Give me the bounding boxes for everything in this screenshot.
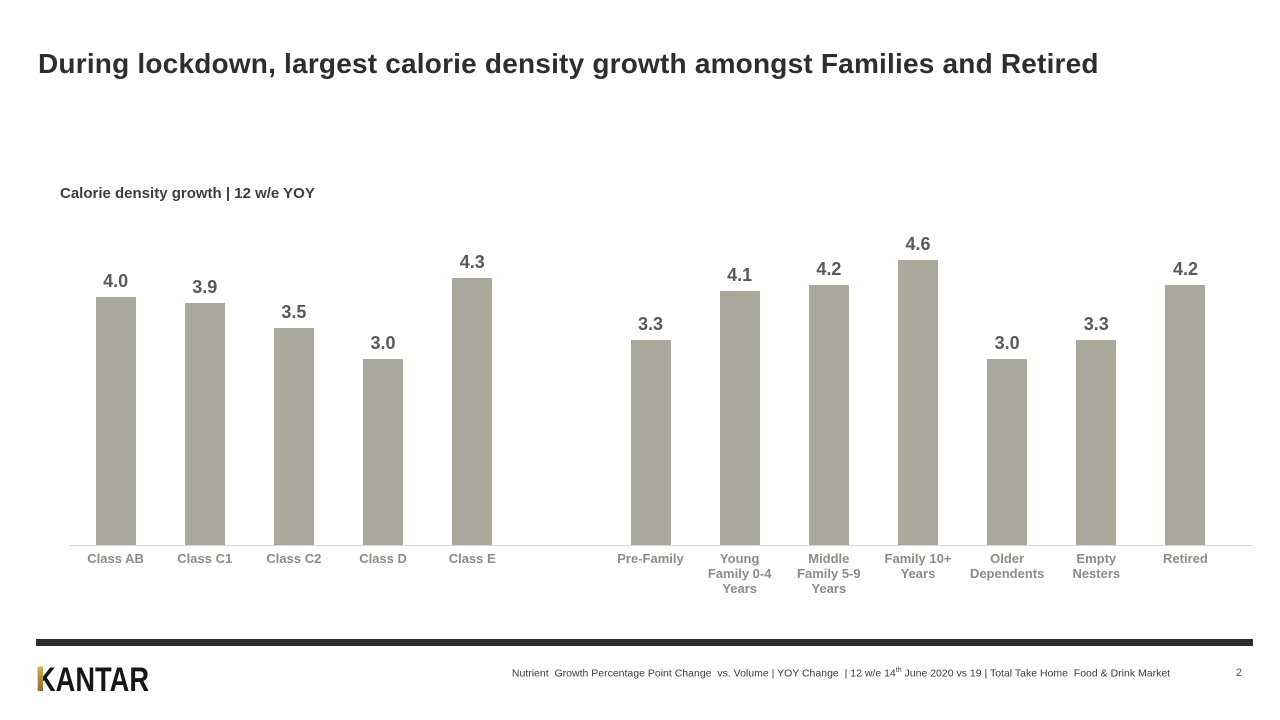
category-label: Middle Family 5-9 Years: [797, 551, 861, 596]
bar: [987, 359, 1028, 545]
kantar-logo-text: KANTAR: [36, 664, 149, 694]
bar: [808, 285, 849, 545]
chart-slot: 4.0: [71, 230, 160, 545]
chart-slot: 4.1: [695, 230, 784, 545]
kantar-logo-icon: KANTAR: [36, 661, 149, 699]
category-label: Class C1: [177, 551, 233, 566]
bar-value-label: 3.0: [370, 333, 396, 353]
category-label: Class AB: [87, 551, 144, 566]
footer-rule: [36, 639, 1253, 646]
category-label: Class E: [448, 551, 496, 566]
bar-value-label: 3.5: [281, 302, 307, 322]
bar-value-label: 4.2: [816, 259, 842, 279]
bar-value-label: 4.1: [727, 265, 753, 285]
category-label: Older Dependents: [969, 551, 1045, 581]
chart-slot: 4.3: [428, 230, 517, 545]
bar: [95, 297, 136, 545]
bar: [452, 278, 493, 545]
chart-group-spacer: [517, 230, 606, 545]
kantar-logo: KANTAR: [36, 661, 158, 699]
bar-value-label: 3.3: [638, 314, 664, 334]
category-axis: Class AB Class C1 Class C2 Class D Class E Pr…: [71, 551, 1230, 596]
bar-value-label: 3.9: [192, 277, 218, 297]
bar-value-label: 4.0: [103, 271, 129, 291]
chart-slot: 4.2: [784, 230, 873, 545]
bar-chart: 4.0 3.9 3.5 3.0 4.3 3.3 4.1 4.2 4.6 3.0 3.3 4.2: [71, 230, 1230, 545]
chart-slot: 4.2: [1141, 230, 1230, 545]
footnote-text-1: Nutrient Growth Percentage Point Change …: [511, 667, 896, 680]
chart-slot: 3.3: [1052, 230, 1141, 545]
category-label: Class C2: [266, 551, 322, 566]
footnote: Nutrient Growth Percentage Point Change …: [488, 667, 1194, 680]
chart-slot: 3.0: [963, 230, 1052, 545]
kantar-logo-gold-stem: [38, 666, 43, 691]
bar-value-label: 3.0: [994, 333, 1020, 353]
chart-slot: 3.3: [606, 230, 695, 545]
footnote-superscript: th: [895, 667, 902, 674]
bar-value-label: 4.3: [459, 252, 485, 272]
bar: [184, 303, 225, 545]
chart-slot: 3.0: [338, 230, 427, 545]
bar: [719, 291, 760, 545]
bar: [363, 359, 404, 545]
chart-slot: 3.9: [160, 230, 249, 545]
footnote-text-2: June 2020 vs 19 | Total Take Home Food &…: [901, 667, 1171, 680]
bar: [1076, 340, 1117, 545]
chart-slot: 3.5: [249, 230, 338, 545]
bar-value-label: 3.3: [1083, 314, 1109, 334]
chart-slot: 4.6: [873, 230, 962, 545]
category-label: Young Family 0-4 Years: [707, 551, 772, 596]
category-label: [517, 551, 606, 596]
category-label: Retired: [1163, 551, 1208, 566]
page-number: 2: [1235, 667, 1242, 679]
bar-value-label: 4.2: [1172, 259, 1198, 279]
slide-title: During lockdown, largest calorie density…: [38, 48, 1099, 79]
category-label: Class D: [359, 551, 407, 566]
category-label: Empty Nesters: [1072, 551, 1121, 581]
category-label: Pre-Family: [617, 551, 684, 566]
bar: [1165, 285, 1206, 545]
bar: [897, 260, 938, 545]
chart-title: Calorie density growth | 12 w/e YOY: [60, 185, 315, 202]
bar: [630, 340, 671, 545]
bar-value-label: 4.6: [905, 234, 931, 254]
chart-baseline: [70, 545, 1253, 546]
category-label: Family 10+ Years: [884, 551, 952, 581]
bar: [273, 328, 314, 545]
